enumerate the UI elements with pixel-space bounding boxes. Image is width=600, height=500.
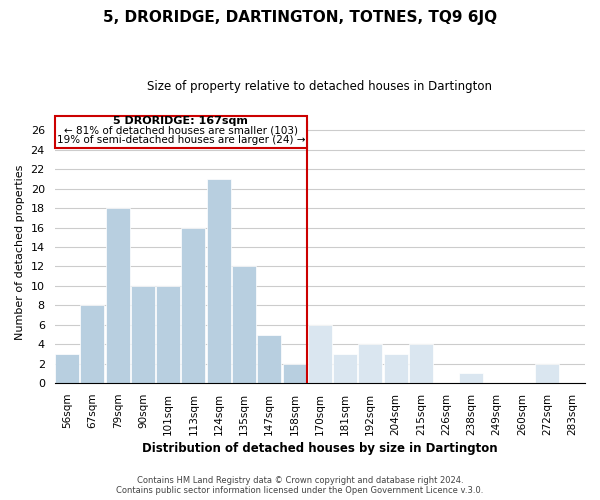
Bar [460, 374, 484, 383]
Bar [232, 266, 256, 383]
X-axis label: Distribution of detached houses by size in Dartington: Distribution of detached houses by size … [142, 442, 497, 455]
Bar [55, 354, 79, 383]
Title: Size of property relative to detached houses in Dartington: Size of property relative to detached ho… [147, 80, 492, 93]
Text: 5 DRORIDGE: 167sqm: 5 DRORIDGE: 167sqm [113, 116, 248, 126]
Bar [333, 354, 357, 383]
Bar [131, 286, 155, 383]
Text: Contains HM Land Registry data © Crown copyright and database right 2024.
Contai: Contains HM Land Registry data © Crown c… [116, 476, 484, 495]
Bar [257, 334, 281, 383]
Y-axis label: Number of detached properties: Number of detached properties [15, 164, 25, 340]
Bar [308, 325, 332, 383]
Bar [409, 344, 433, 383]
Text: ← 81% of detached houses are smaller (103): ← 81% of detached houses are smaller (10… [64, 126, 298, 136]
Text: 5, DRORIDGE, DARTINGTON, TOTNES, TQ9 6JQ: 5, DRORIDGE, DARTINGTON, TOTNES, TQ9 6JQ [103, 10, 497, 25]
Bar [358, 344, 382, 383]
Bar [383, 354, 407, 383]
Bar [207, 179, 231, 383]
Bar [80, 306, 104, 383]
Bar [156, 286, 180, 383]
FancyBboxPatch shape [55, 116, 307, 148]
Bar [283, 364, 307, 383]
Bar [181, 228, 205, 383]
Text: 19% of semi-detached houses are larger (24) →: 19% of semi-detached houses are larger (… [56, 135, 305, 145]
Bar [106, 208, 130, 383]
Bar [535, 364, 559, 383]
